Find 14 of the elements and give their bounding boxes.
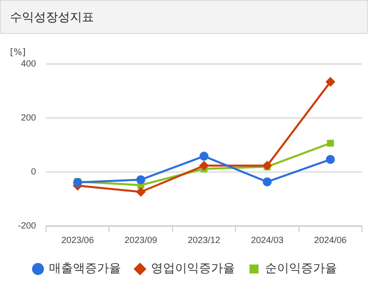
y-tick-label: 400 (20, 58, 36, 68)
legend-label: 매출액증가율 (49, 261, 121, 276)
chart-title: 수익성장성지표 (0, 0, 368, 34)
x-tick-label: 2023/09 (124, 235, 158, 246)
y-axis-title: [%] (10, 48, 26, 58)
y-tick-label: 200 (20, 112, 36, 123)
y-tick-label: 0 (31, 166, 36, 177)
x-tick-label: 2024/06 (314, 235, 347, 246)
legend-label: 순이익증가율 (265, 261, 337, 276)
x-tick-label: 2024/03 (250, 235, 284, 246)
legend-label: 영업이익증가율 (151, 261, 235, 276)
y-tick-label: -200 (18, 220, 36, 231)
x-tick-label: 2023/06 (61, 235, 94, 246)
x-tick-label: 2023/12 (188, 235, 220, 246)
